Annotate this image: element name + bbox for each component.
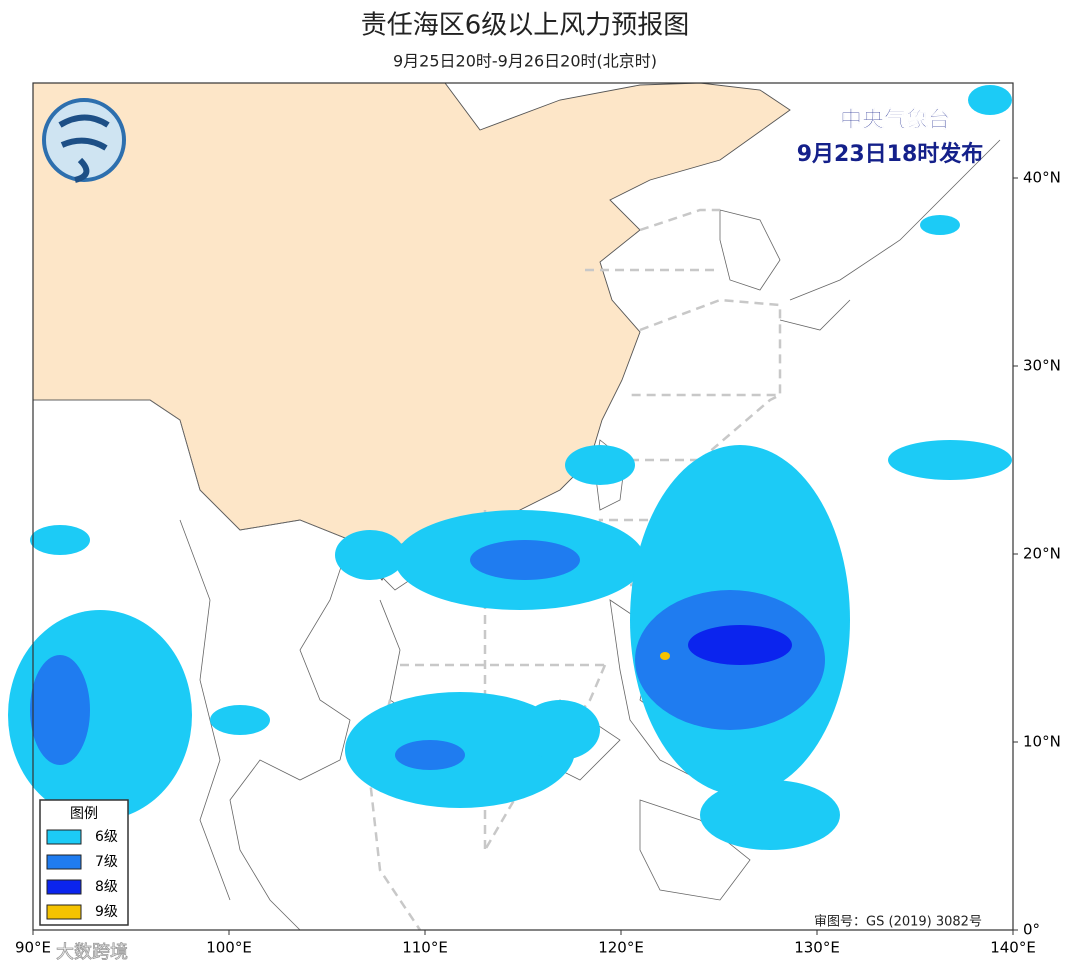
watermark: 大数跨境 (56, 942, 128, 963)
legend-label: 8级 (95, 879, 118, 895)
wind-area (30, 655, 90, 765)
wind-area (210, 705, 270, 735)
wind-area (565, 445, 635, 485)
issue-time: 9月23日18时发布 (797, 141, 984, 167)
wind-area (888, 440, 1012, 480)
wind-area (660, 652, 670, 660)
wind-area (520, 700, 600, 760)
wind-area (335, 530, 405, 580)
x-tick-label: 130°E (794, 939, 840, 957)
y-tick-label: 20°N (1023, 545, 1061, 563)
legend-swatch (46, 829, 82, 845)
legend-swatch (46, 904, 82, 920)
wind-area (968, 85, 1012, 115)
legend-label: 9级 (95, 904, 118, 920)
legend: 图例 6级 7级 8级 9级 (39, 799, 129, 926)
legend-label: 7级 (95, 854, 118, 870)
legend-title: 图例 (70, 806, 98, 822)
wind-area (920, 215, 960, 235)
approval: 审图号：GS (2019) 3082号 (814, 915, 982, 930)
x-tick-label: 100°E (206, 939, 252, 957)
wind-area (470, 540, 580, 580)
wind-area (688, 625, 792, 665)
legend-swatch (46, 879, 82, 895)
x-tick-label: 110°E (402, 939, 448, 957)
y-tick-label: 30°N (1023, 357, 1061, 375)
title: 责任海区6级以上风力预报图 (361, 11, 690, 41)
legend-label: 6级 (95, 829, 118, 845)
wind-area (700, 780, 840, 850)
x-tick-label: 140°E (990, 939, 1036, 957)
y-tick-label: 40°N (1023, 169, 1061, 187)
wind-areas (8, 85, 1012, 850)
x-tick-label: 90°E (15, 939, 51, 957)
map-frame (32, 82, 1014, 931)
legend-items: 6级 7级 8级 9级 (46, 829, 118, 920)
wind-area (30, 525, 90, 555)
y-tick-label: 0° (1023, 921, 1040, 939)
wind-area (395, 740, 465, 770)
legend-swatch (46, 854, 82, 870)
map-area: 中央气象台 9月23日18时发布 图例 6级 7级 8级 9级 审图号：GS (201… (8, 82, 1014, 931)
subtitle: 9月25日20时-9月26日20时(北京时) (393, 52, 657, 71)
y-tick-label: 10°N (1023, 733, 1061, 751)
logo-mark (58, 114, 110, 183)
axis: 90°E 100°E 110°E 120°E 130°E 140°E 40°N 30°N 20°… (15, 169, 1061, 957)
issuer: 中央气象台 (840, 107, 950, 133)
x-tick-label: 120°E (598, 939, 644, 957)
